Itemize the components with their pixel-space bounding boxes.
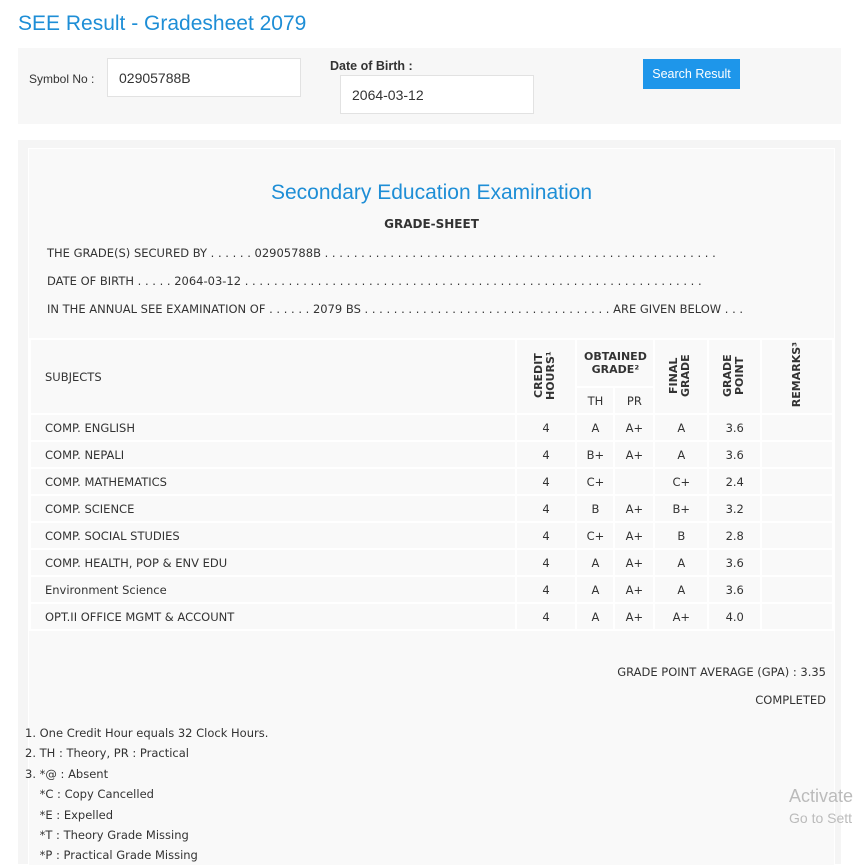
header-pr: PR <box>613 386 656 415</box>
cell-pr: A+ <box>613 413 656 442</box>
cell-final: A+ <box>653 602 710 631</box>
header-credit: CREDIT HOURS¹ <box>532 350 557 400</box>
header-grade-point: GRADE POINT <box>720 353 746 397</box>
cell-th: A <box>575 548 616 577</box>
footnote: 1. One Credit Hour equals 32 Clock Hours… <box>25 726 269 740</box>
cell-grade-point: 2.4 <box>707 467 763 496</box>
cell-final: B <box>653 521 710 550</box>
cell-subject: COMP. ENGLISH <box>29 413 517 442</box>
footnote: 3. *@ : Absent <box>25 766 109 781</box>
cell-subject: COMP. SOCIAL STUDIES <box>29 521 517 550</box>
cell-final: A <box>653 413 710 442</box>
sheet-subheading: GRADE-SHEET <box>384 217 479 231</box>
symbol-label: Symbol No : <box>29 72 95 86</box>
header-remarks: REMARKS³ <box>790 342 804 408</box>
cell-grade-point: 3.6 <box>707 440 763 469</box>
cell-credit: 4 <box>514 440 578 469</box>
footnote: *E : Expelled <box>25 807 114 822</box>
cell-pr: A+ <box>613 602 656 631</box>
cell-remarks <box>760 440 834 469</box>
cell-final: C+ <box>653 467 710 496</box>
cell-pr: A+ <box>613 440 656 469</box>
search-form: Symbol No : 02905788B Date of Birth : 20… <box>18 48 841 124</box>
table-row: COMP. NEPALI 4 B+ A+ A 3.6 <box>29 440 834 469</box>
grade-sheet: Secondary Education Examination GRADE-SH… <box>18 140 841 866</box>
cell-final: A <box>653 440 710 469</box>
cell-remarks <box>760 467 834 496</box>
cell-grade-point: 3.2 <box>707 494 763 523</box>
dob-label: Date of Birth : <box>330 59 413 73</box>
table-row: COMP. SOCIAL STUDIES 4 C+ A+ B 2.8 <box>29 521 834 550</box>
grades-table: SUBJECTS CREDIT HOURS¹ OBTAINED GRADE² F… <box>29 338 834 631</box>
cell-credit: 4 <box>514 494 578 523</box>
gpa-text: GRADE POINT AVERAGE (GPA) : 3.35 <box>617 665 826 679</box>
activation-watermark: Activate <box>789 786 854 806</box>
cell-th: A <box>575 413 616 442</box>
cell-subject: Environment Science <box>29 575 517 604</box>
footnote: *T : Theory Grade Missing <box>25 828 189 843</box>
dob-input[interactable]: 2064-03-12 <box>340 75 534 114</box>
cell-credit: 4 <box>514 521 578 550</box>
header-th: TH <box>575 386 616 415</box>
cell-subject: OPT.II OFFICE MGMT & ACCOUNT <box>29 602 517 631</box>
cell-th: B+ <box>575 440 616 469</box>
table-row: OPT.II OFFICE MGMT & ACCOUNT 4 A A+ A+ 4.0 <box>29 602 834 631</box>
dob-line: DATE OF BIRTH . . . . . 2064-03-12 . . .… <box>47 274 702 288</box>
cell-pr: A+ <box>613 521 656 550</box>
cell-grade-point: 2.8 <box>707 521 763 550</box>
cell-th: A <box>575 575 616 604</box>
header-final: FINAL GRADE <box>667 353 693 397</box>
table-row: COMP. SCIENCE 4 B A+ B+ 3.2 <box>29 494 834 523</box>
sheet-heading: Secondary Education Examination <box>270 181 593 204</box>
cell-remarks <box>760 575 834 604</box>
table-row: Environment Science 4 A A+ A 3.6 <box>29 575 834 604</box>
header-obtained: OBTAINED GRADE² <box>583 350 647 376</box>
table-row: COMP. ENGLISH 4 A A+ A 3.6 <box>29 413 834 442</box>
cell-pr: A+ <box>613 548 656 577</box>
cell-subject: COMP. MATHEMATICS <box>29 467 517 496</box>
cell-th: C+ <box>575 521 616 550</box>
cell-remarks <box>760 494 834 523</box>
cell-credit: 4 <box>514 548 578 577</box>
cell-remarks <box>760 602 834 631</box>
table-row: COMP. HEALTH, POP & ENV EDU 4 A A+ A 3.6 <box>29 548 834 577</box>
search-result-button[interactable]: Search Result <box>643 59 740 89</box>
cell-pr: A+ <box>613 575 656 604</box>
table-row: COMP. MATHEMATICS 4 C+ C+ 2.4 <box>29 467 834 496</box>
cell-remarks <box>760 413 834 442</box>
cell-subject: COMP. NEPALI <box>29 440 517 469</box>
header-subjects: SUBJECTS <box>29 338 517 415</box>
cell-subject: COMP. SCIENCE <box>29 494 517 523</box>
symbol-input[interactable]: 02905788B <box>107 58 301 97</box>
cell-remarks <box>760 548 834 577</box>
cell-credit: 4 <box>514 602 578 631</box>
footnote: *P : Practical Grade Missing <box>25 848 198 863</box>
cell-grade-point: 3.6 <box>707 548 763 577</box>
result-status: COMPLETED <box>755 693 826 707</box>
page-title: SEE Result - Gradesheet 2079 <box>18 12 307 35</box>
cell-final: A <box>653 548 710 577</box>
cell-th: A <box>575 602 616 631</box>
cell-grade-point: 3.6 <box>707 413 763 442</box>
footnote: *C : Copy Cancelled <box>25 787 154 802</box>
cell-final: A <box>653 575 710 604</box>
cell-credit: 4 <box>514 467 578 496</box>
cell-grade-point: 3.6 <box>707 575 763 604</box>
cell-remarks <box>760 521 834 550</box>
exam-line: IN THE ANNUAL SEE EXAMINATION OF . . . .… <box>47 302 744 316</box>
cell-pr <box>613 467 656 496</box>
cell-grade-point: 4.0 <box>707 602 763 631</box>
secured-by-line: THE GRADE(S) SECURED BY . . . . . . 0290… <box>47 246 716 260</box>
cell-credit: 4 <box>514 413 578 442</box>
cell-credit: 4 <box>514 575 578 604</box>
activation-watermark-sub: Go to Sett <box>789 810 853 826</box>
cell-final: B+ <box>653 494 710 523</box>
cell-pr: A+ <box>613 494 656 523</box>
footnote: 2. TH : Theory, PR : Practical <box>25 746 189 761</box>
footnotes: 1. One Credit Hour equals 32 Clock Hours… <box>25 723 268 866</box>
cell-subject: COMP. HEALTH, POP & ENV EDU <box>29 548 517 577</box>
cell-th: B <box>575 494 616 523</box>
cell-th: C+ <box>575 467 616 496</box>
